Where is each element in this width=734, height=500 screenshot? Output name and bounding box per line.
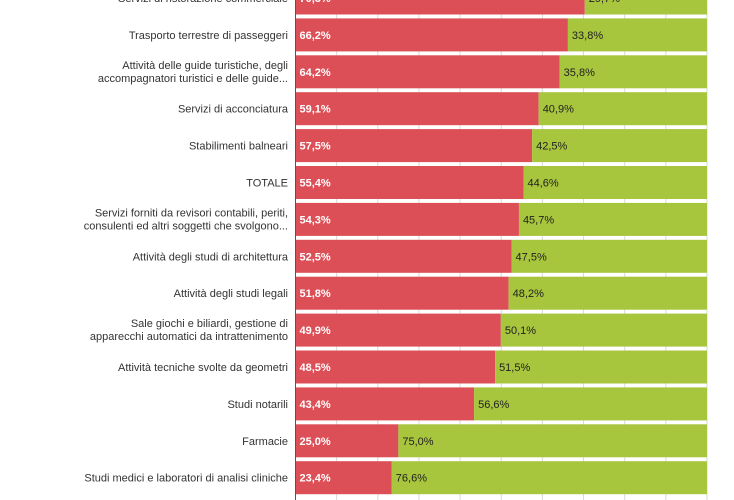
- value-label-first: 43,4%: [300, 399, 331, 411]
- value-label-first: 51,8%: [300, 288, 331, 300]
- value-label-second: 50,1%: [505, 325, 536, 337]
- bar-segment-first: [295, 166, 524, 199]
- bar-segment-second: [584, 0, 707, 15]
- category-label: Attività tecniche svolte da geometri: [118, 362, 288, 374]
- value-label-second: 47,5%: [516, 251, 547, 263]
- bar-segment-second: [391, 461, 707, 495]
- value-label-first: 66,2%: [300, 30, 331, 42]
- value-label-second: 76,6%: [396, 473, 427, 485]
- value-label-second: 42,5%: [536, 141, 567, 153]
- bar-segment-first: [295, 313, 501, 347]
- category-label: Attività delle guide turistiche, degli ac…: [98, 60, 288, 85]
- value-label-first: 25,0%: [300, 436, 331, 448]
- bar-segment-first: [295, 129, 533, 163]
- bar-segment-first: [295, 424, 399, 458]
- category-label-line: Sale giochi e biliardi, gestione di: [131, 318, 288, 330]
- bar-segment-first: [295, 55, 560, 89]
- bar-segment-first: [295, 92, 539, 126]
- value-label-second: 33,8%: [572, 30, 603, 42]
- category-label-line: accompagnatori turistici e delle guide..…: [98, 73, 288, 85]
- value-label-second: 35,8%: [564, 67, 595, 79]
- bar-segment-second: [523, 166, 707, 199]
- bar-segment-second: [500, 313, 707, 347]
- bar-segment-second: [508, 276, 707, 310]
- category-label-line: Servizi forniti da revisori contabili, p…: [95, 207, 288, 219]
- value-label-first: 49,9%: [300, 325, 331, 337]
- bar-segment-second: [474, 387, 707, 421]
- value-label-first: 54,3%: [300, 214, 331, 226]
- value-label-second: 56,6%: [478, 399, 509, 411]
- category-label: Trasporto terrestre di passeggeri: [129, 30, 288, 42]
- bar-segment-second: [567, 18, 707, 52]
- value-label-first: 57,5%: [300, 141, 331, 153]
- category-label: Attività degli studi di architettura: [133, 251, 289, 263]
- bar-segment-second: [511, 239, 707, 273]
- bar-segment-first: [295, 18, 568, 52]
- category-label: Servizi forniti da revisori contabili, p…: [84, 207, 288, 232]
- category-label-line: apparecchi automatici da intrattenimento: [90, 331, 288, 343]
- bar-segment-second: [398, 424, 707, 458]
- bar-segment-first: [295, 387, 475, 421]
- value-label-second: 40,9%: [543, 104, 574, 116]
- value-label-second: 48,2%: [513, 288, 544, 300]
- category-label: Servizi di acconciatura: [178, 104, 289, 116]
- value-label-first: 23,4%: [300, 473, 331, 485]
- value-label-second: 29,7%: [589, 0, 620, 5]
- bar-segment-second: [559, 55, 707, 89]
- bar-segment-first: [295, 202, 519, 236]
- value-label-first: 64,2%: [300, 67, 331, 79]
- category-label: Studi notarili: [227, 399, 288, 411]
- bar-segment-first: [295, 239, 512, 273]
- value-label-second: 45,7%: [523, 214, 554, 226]
- value-label-first: 70,3%: [300, 0, 331, 5]
- bar-segment-second: [495, 350, 707, 384]
- category-label: Stabilimenti balneari: [189, 141, 288, 153]
- value-label-first: 48,5%: [300, 362, 331, 374]
- category-label: Servizi di ristorazione commerciale: [118, 0, 288, 5]
- bar-segment-first: [295, 0, 585, 15]
- category-label-line: consulenti ed altri soggetti che svolgon…: [84, 220, 288, 232]
- bar-segment-second: [532, 129, 707, 163]
- category-label: Farmacie: [242, 436, 288, 448]
- category-label: Studi medici e laboratori di analisi cli…: [84, 473, 288, 485]
- value-label-first: 55,4%: [300, 178, 331, 190]
- category-label: Attività degli studi legali: [174, 288, 288, 300]
- bar-segment-second: [518, 202, 707, 236]
- bar-segment-first: [295, 350, 496, 384]
- bars: [295, 0, 707, 495]
- value-label-second: 51,5%: [499, 362, 530, 374]
- value-label-first: 52,5%: [300, 251, 331, 263]
- category-labels: Servizi di ristorazione commerciale Trasp…: [84, 0, 289, 485]
- bar-segment-first: [295, 461, 392, 495]
- bar-segment-second: [538, 92, 707, 126]
- value-label-first: 59,1%: [300, 104, 331, 116]
- category-label: TOTALE: [246, 178, 288, 190]
- value-labels: 70,3% 29,7% 66,2% 33,8% 64,2% 35,8% 59,1% 40,9%…: [300, 0, 621, 485]
- value-label-second: 75,0%: [402, 436, 433, 448]
- value-label-second: 44,6%: [527, 178, 558, 190]
- category-label: Sale giochi e biliardi, gestione di appar…: [90, 318, 288, 343]
- bar-segment-first: [295, 276, 509, 310]
- category-label-line: Attività delle guide turistiche, degli: [122, 60, 288, 72]
